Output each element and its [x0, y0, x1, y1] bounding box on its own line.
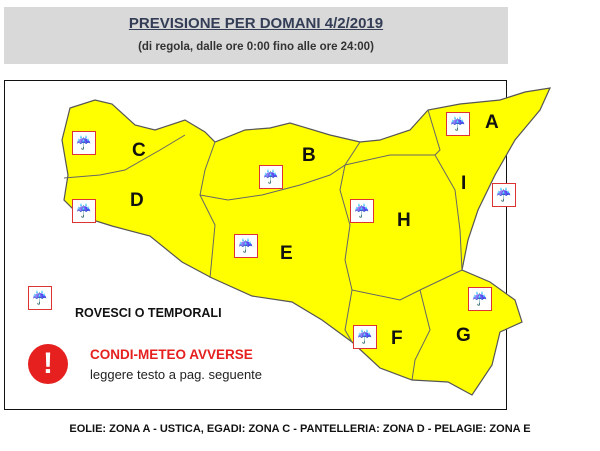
zone-label-e: E: [280, 243, 293, 264]
zone-label-f: F: [391, 328, 403, 349]
sicily-outline: [61, 87, 552, 396]
footer-note: EOLIE: ZONA A - USTICA, EGADI: ZONA C - …: [69, 423, 531, 435]
zone-label-h: H: [397, 210, 411, 231]
header: PREVISIONE PER DOMANI 4/2/2019 (di regol…: [4, 7, 508, 64]
zone-borders: [63, 109, 463, 381]
zone-label-i: I: [461, 173, 467, 194]
page-title: PREVISIONE PER DOMANI 4/2/2019: [128, 15, 384, 32]
thunderstorm-icon-a: ☔: [446, 112, 470, 136]
thunderstorm-icon-i: ☔: [492, 183, 516, 207]
warning-text: leggere testo a pag. seguente: [90, 367, 263, 382]
thunderstorm-icon-g: ☔: [468, 287, 492, 311]
zone-label-b: B: [302, 145, 316, 166]
warning-icon: !: [28, 344, 68, 384]
map-frame: [4, 80, 507, 410]
page-subtitle: (di regola, dalle ore 0:00 fino alle ore…: [138, 41, 374, 53]
thunderstorm-icon-f: ☔: [353, 325, 377, 349]
zone-label-a: A: [485, 112, 499, 133]
thunderstorm-icon-d: ☔: [72, 199, 96, 223]
thunderstorm-icon-c: ☔: [72, 131, 96, 155]
thunderstorm-icon-b: ☔: [259, 165, 283, 189]
zone-label-c: C: [132, 140, 146, 161]
thunderstorm-icon-e: ☔: [234, 234, 258, 258]
legend-storm-label: ROVESCI O TEMPORALI: [75, 306, 222, 320]
zone-label-d: D: [130, 190, 144, 211]
zone-label-g: G: [456, 325, 471, 346]
warning-title: CONDI-METEO AVVERSE: [90, 347, 253, 362]
legend-thunderstorm-icon: ☔: [28, 286, 52, 310]
thunderstorm-icon-h: ☔: [350, 199, 374, 223]
